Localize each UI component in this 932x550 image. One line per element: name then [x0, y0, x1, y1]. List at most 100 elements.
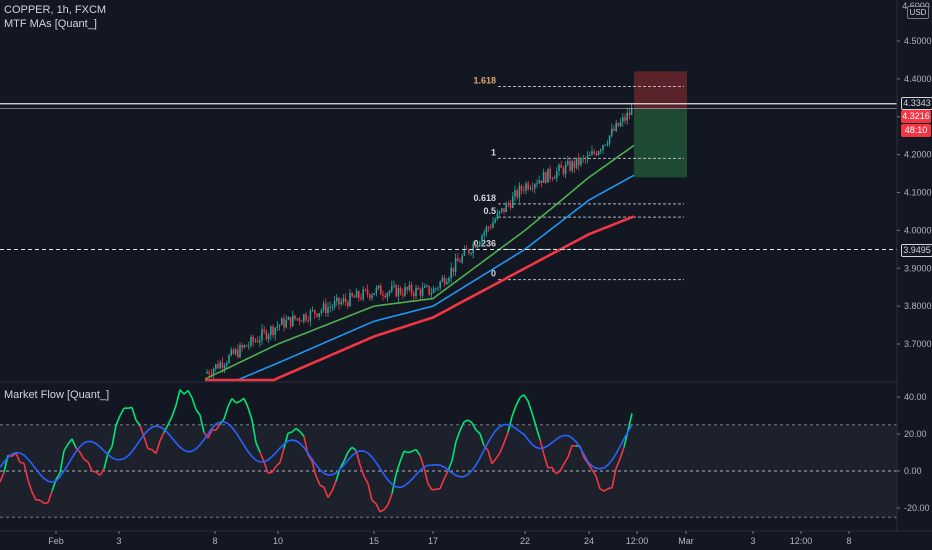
price-tick-label: 4.5000 [904, 36, 932, 46]
chart-title: COPPER, 1h, FXCM [4, 4, 107, 16]
market-flow-fast-segment [399, 450, 405, 463]
market-flow-fast-segment [131, 407, 137, 421]
market-flow-fast-segment [475, 429, 481, 435]
candle-body [481, 235, 483, 243]
market-flow-fast-segment [343, 451, 349, 462]
candle-body [210, 373, 213, 375]
market-flow-fast-segment [283, 433, 289, 449]
candle-body [320, 310, 323, 314]
candle-body [549, 168, 551, 179]
oscillator-lines [0, 389, 633, 513]
candle-body [476, 244, 479, 248]
candle-body [430, 293, 433, 295]
candle-body [267, 335, 270, 340]
candle-body [347, 301, 349, 307]
candle-body [261, 329, 263, 341]
candle-body [234, 349, 237, 354]
market-flow-fast-segment [379, 509, 385, 513]
candle-body [509, 204, 512, 208]
candle-body [490, 227, 492, 229]
fib-level-label: 0 [491, 269, 496, 279]
candle-body [276, 326, 279, 328]
market-flow-fast-segment [487, 450, 493, 464]
market-flow-fast-segment [455, 430, 461, 442]
moving-average-ma_slow [205, 215, 635, 382]
market-flow-fast-segment [115, 415, 121, 426]
candle-body [472, 244, 474, 254]
indicator-legend-mas[interactable]: MTF MAs [Quant_] [4, 18, 97, 30]
candle-body [483, 232, 485, 236]
price-tick-label: 3.7000 [904, 339, 932, 349]
candle-body [617, 122, 620, 127]
market-flow-fast-segment [83, 458, 89, 463]
candle-body [259, 340, 261, 343]
stop-loss-zone [634, 71, 687, 110]
market-flow-fast-segment [271, 465, 277, 473]
candle-body [417, 287, 419, 290]
time-axis: Feb 3 8 10 15 17 22 24 12:00 Mar 3 12:00 8 [48, 531, 852, 546]
candle-body [514, 190, 516, 197]
market-flow-fast-segment [175, 389, 181, 406]
candle-body [415, 287, 417, 296]
candle-body [628, 112, 631, 116]
market-flow-fast-segment [547, 466, 553, 469]
market-flow-fast-segment [419, 455, 425, 468]
candle-body [551, 178, 554, 179]
candle-body [252, 336, 254, 342]
indicator-legend-flow[interactable]: Market Flow [Quant_] [4, 389, 110, 401]
candle-body [402, 293, 404, 296]
candle-body [586, 155, 589, 160]
candle-body [305, 314, 307, 321]
market-flow-fast-segment [235, 400, 241, 404]
market-flow-fast-segment [23, 463, 29, 481]
candle-body [221, 362, 224, 368]
candle-body [624, 117, 626, 121]
market-flow-fast-segment [15, 452, 21, 463]
candle-body [263, 329, 265, 331]
oscillator-tick-label: 0.00 [904, 466, 922, 476]
market-flow-fast-segment [275, 462, 281, 467]
market-flow-fast-segment [55, 472, 61, 481]
candle-body [329, 307, 331, 308]
candle-body [239, 345, 241, 358]
price-tick-label: 4.4000 [904, 74, 932, 84]
market-flow-fast-segment [479, 433, 485, 446]
candle-body [492, 222, 494, 228]
market-flow-fast-segment [0, 471, 5, 483]
market-flow-fast-segment [151, 449, 157, 455]
candle-body [413, 293, 415, 296]
candle-body [342, 298, 345, 302]
market-flow-fast-segment [147, 448, 153, 451]
time-tick-label: Mar [678, 536, 694, 546]
market-flow-fast-segment [259, 451, 265, 463]
candle-body [217, 364, 219, 369]
market-flow-fast-segment [539, 439, 545, 456]
market-flow-fast-segment [263, 461, 269, 474]
candle-body [567, 160, 569, 165]
candle-body [237, 349, 239, 358]
candle-body [307, 320, 309, 322]
candle-body [353, 296, 356, 298]
candle-body [562, 167, 565, 174]
candle-body [602, 145, 604, 150]
time-tick-label: 17 [428, 536, 438, 546]
candle-body [542, 172, 545, 183]
market-flow-fast-segment [559, 463, 565, 472]
market-flow-fast-segment [403, 450, 409, 454]
candle-body [349, 292, 351, 307]
candle-body [287, 316, 290, 321]
market-flow-fast-segment [555, 470, 561, 475]
candle-body [540, 180, 543, 183]
market-flow-fast-segment [363, 475, 369, 484]
market-flow-fast-segment [95, 471, 101, 476]
fib-level-label: 1 [491, 147, 496, 157]
candle-body [428, 285, 430, 295]
candle-body [215, 364, 217, 369]
currency-badge[interactable]: USD [907, 6, 929, 19]
moving-average-ma_mid [205, 174, 635, 381]
candle-body [228, 355, 230, 364]
candle-body [525, 183, 527, 191]
candle-body [558, 164, 560, 171]
candle-body [358, 291, 360, 298]
